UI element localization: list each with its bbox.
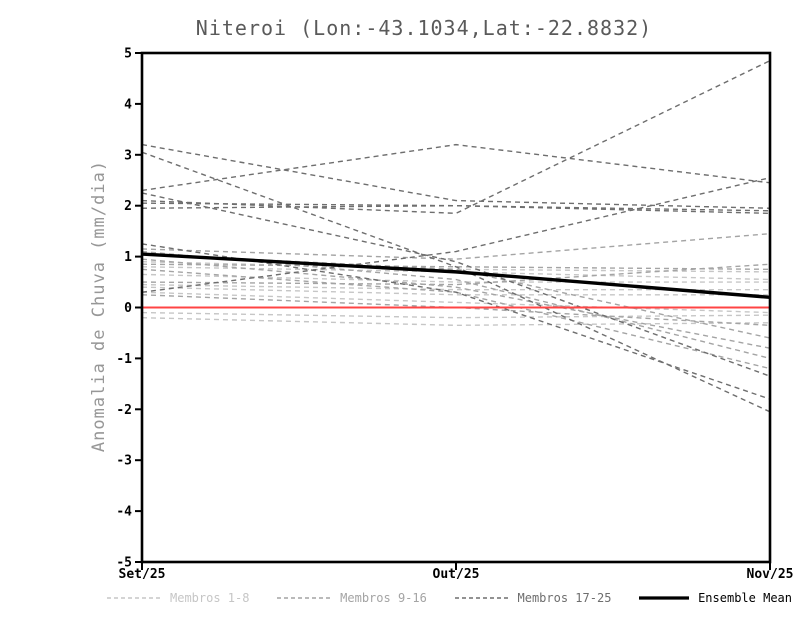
y-tick-label: 2 <box>124 199 132 214</box>
member-line <box>141 263 771 286</box>
ensemble-mean-line <box>141 252 771 300</box>
x-tick-label: Out/25 <box>433 567 480 582</box>
member-line <box>141 263 771 271</box>
y-tick-label: -1 <box>116 352 132 367</box>
legend-item-membros-1-8: Membros 1-8 <box>106 591 249 605</box>
dashed-line-swatch-icon <box>454 597 509 599</box>
legend-item-membros-17-25: Membros 17-25 <box>454 591 612 605</box>
legend-label: Membros 9-16 <box>340 591 427 605</box>
dashed-line-swatch-icon <box>107 597 161 599</box>
member-line <box>141 151 771 413</box>
member-line <box>141 294 771 327</box>
legend-item-membros-9-16: Membros 9-16 <box>276 591 427 605</box>
legend-item-ensemble-mean: Ensemble Mean <box>638 591 792 605</box>
x-tick-label: Set/25 <box>119 567 166 582</box>
member-line <box>141 258 771 349</box>
member-line <box>141 192 771 377</box>
x-tick-label: Nov/25 <box>747 567 794 582</box>
y-tick-label: -5 <box>116 556 132 571</box>
dashed-line-swatch-icon <box>277 597 332 599</box>
y-tick-label: 1 <box>124 250 132 265</box>
y-tick-label: 5 <box>124 47 132 62</box>
chart-legend: Membros 1-8 Membros 9-16 Membros 17-25 E… <box>106 589 792 607</box>
y-tick-label: 0 <box>124 301 132 316</box>
solid-line-swatch-icon <box>639 596 690 600</box>
chart-title: Niteroi (Lon:-43.1034,Lat:-22.8832) <box>195 16 653 40</box>
member-line <box>141 266 771 281</box>
member-line <box>141 291 771 314</box>
member-line <box>141 60 771 215</box>
y-tick-label: -4 <box>116 505 132 520</box>
legend-label: Membros 1-8 <box>170 591 250 605</box>
member-line <box>141 311 771 319</box>
member-line <box>141 243 771 400</box>
y-tick-label: 4 <box>124 97 132 112</box>
member-line <box>141 202 771 212</box>
member-line <box>141 143 771 209</box>
member-line <box>141 232 771 260</box>
member-line <box>141 316 771 327</box>
member-line <box>141 273 770 283</box>
legend-label: Ensemble Mean <box>698 591 792 605</box>
member-line <box>141 268 771 370</box>
member-line <box>141 143 771 192</box>
member-line <box>141 286 770 296</box>
member-line <box>141 177 771 293</box>
y-tick-label: -3 <box>116 454 132 469</box>
legend-label: Membros 17-25 <box>517 591 612 605</box>
member-line <box>141 204 771 215</box>
member-line <box>141 250 771 360</box>
y-tick-label: -2 <box>116 403 132 418</box>
y-tick-label: 3 <box>124 148 132 163</box>
